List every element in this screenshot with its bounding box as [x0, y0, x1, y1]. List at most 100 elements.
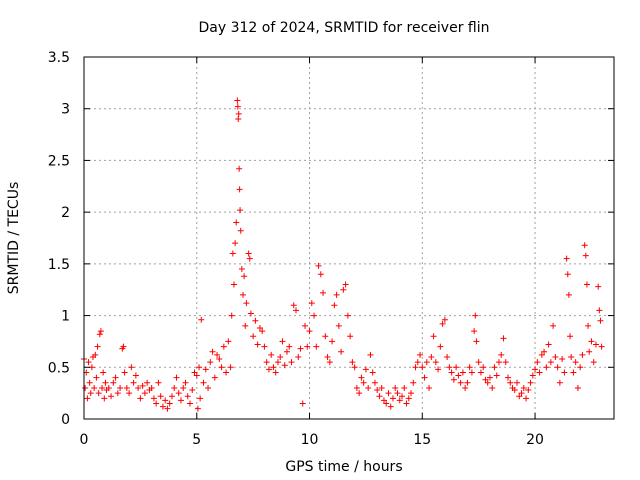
- data-point: [233, 219, 240, 226]
- data-point: [193, 372, 200, 379]
- data-point: [234, 103, 241, 110]
- data-point: [159, 403, 166, 410]
- data-point: [564, 271, 571, 278]
- data-point: [86, 379, 93, 386]
- data-point: [110, 379, 117, 386]
- data-point: [246, 255, 253, 262]
- data-point: [299, 400, 306, 407]
- data-point: [320, 289, 327, 296]
- data-point: [473, 338, 480, 345]
- data-point: [102, 379, 109, 386]
- data-point: [441, 316, 448, 323]
- data-point: [340, 286, 347, 293]
- data-point: [126, 390, 133, 397]
- data-point: [419, 364, 426, 371]
- data-point: [435, 366, 442, 373]
- y-tick-label: 0.5: [48, 360, 70, 376]
- data-point: [502, 359, 509, 366]
- data-point: [387, 403, 394, 410]
- x-axis-label: GPS time / hours: [285, 459, 402, 475]
- chart-title: Day 312 of 2024, SRMTID for receiver fli…: [199, 20, 490, 36]
- data-point: [240, 291, 246, 298]
- data-point: [536, 369, 543, 376]
- data-point: [177, 397, 184, 404]
- data-point: [495, 359, 502, 366]
- data-point: [567, 333, 574, 340]
- data-point: [256, 324, 263, 331]
- data-point: [585, 322, 592, 329]
- data-point: [91, 384, 98, 391]
- data-point: [95, 390, 102, 397]
- data-point: [277, 353, 284, 360]
- data-point: [82, 384, 89, 391]
- data-point: [120, 343, 127, 350]
- data-point: [403, 400, 410, 407]
- data-point: [329, 338, 336, 345]
- data-point: [315, 262, 322, 269]
- data-point: [164, 405, 171, 412]
- x-tick-label: 5: [192, 432, 201, 448]
- data-point: [162, 397, 169, 404]
- x-tick-label: 15: [413, 432, 431, 448]
- x-tick-label: 0: [80, 432, 89, 448]
- data-point: [520, 384, 527, 391]
- data-point: [417, 351, 424, 358]
- data-point: [428, 353, 435, 360]
- data-point: [214, 351, 221, 358]
- data-point: [577, 364, 584, 371]
- y-tick-label: 1: [61, 309, 70, 325]
- data-point: [121, 369, 128, 376]
- y-axis-label: SRMTID / TECUs: [6, 182, 22, 295]
- data-point: [532, 366, 539, 373]
- data-point: [432, 359, 439, 366]
- data-point: [225, 338, 232, 345]
- data-point: [421, 374, 428, 381]
- data-point: [468, 369, 475, 376]
- data-point: [505, 374, 511, 381]
- data-point: [399, 393, 405, 400]
- data-point: [570, 369, 577, 376]
- data-point: [207, 359, 214, 366]
- data-point: [270, 364, 277, 371]
- data-point: [112, 374, 119, 381]
- data-point: [543, 364, 550, 371]
- data-point: [180, 384, 187, 391]
- data-point: [367, 351, 374, 358]
- data-point: [230, 281, 237, 288]
- data-point: [245, 250, 252, 257]
- data-point: [523, 395, 530, 402]
- data-point: [489, 384, 496, 391]
- data-point: [218, 364, 225, 371]
- data-point: [347, 333, 354, 340]
- data-point: [157, 393, 164, 400]
- data-point: [480, 364, 487, 371]
- data-point: [236, 186, 243, 193]
- data-point: [197, 395, 204, 402]
- data-point: [592, 341, 599, 348]
- data-point: [412, 364, 419, 371]
- data-point: [237, 227, 244, 234]
- data-point: [306, 328, 313, 335]
- data-point: [227, 364, 234, 371]
- data-point: [507, 379, 514, 386]
- data-point: [242, 322, 249, 329]
- data-point: [187, 400, 193, 407]
- data-point: [550, 322, 557, 329]
- data-point: [94, 343, 101, 350]
- data-point: [254, 341, 261, 348]
- data-point: [516, 393, 523, 400]
- data-point: [582, 252, 589, 259]
- data-point: [101, 395, 108, 402]
- data-point: [117, 384, 124, 391]
- data-point: [437, 343, 444, 350]
- data-point: [290, 302, 297, 309]
- data-point: [595, 283, 602, 290]
- data-point: [376, 393, 383, 400]
- data-point: [552, 353, 559, 360]
- data-point: [453, 364, 460, 371]
- data-point: [556, 379, 563, 386]
- data-point: [150, 395, 157, 402]
- data-point: [250, 333, 257, 340]
- data-point: [586, 348, 593, 355]
- data-point: [333, 291, 340, 298]
